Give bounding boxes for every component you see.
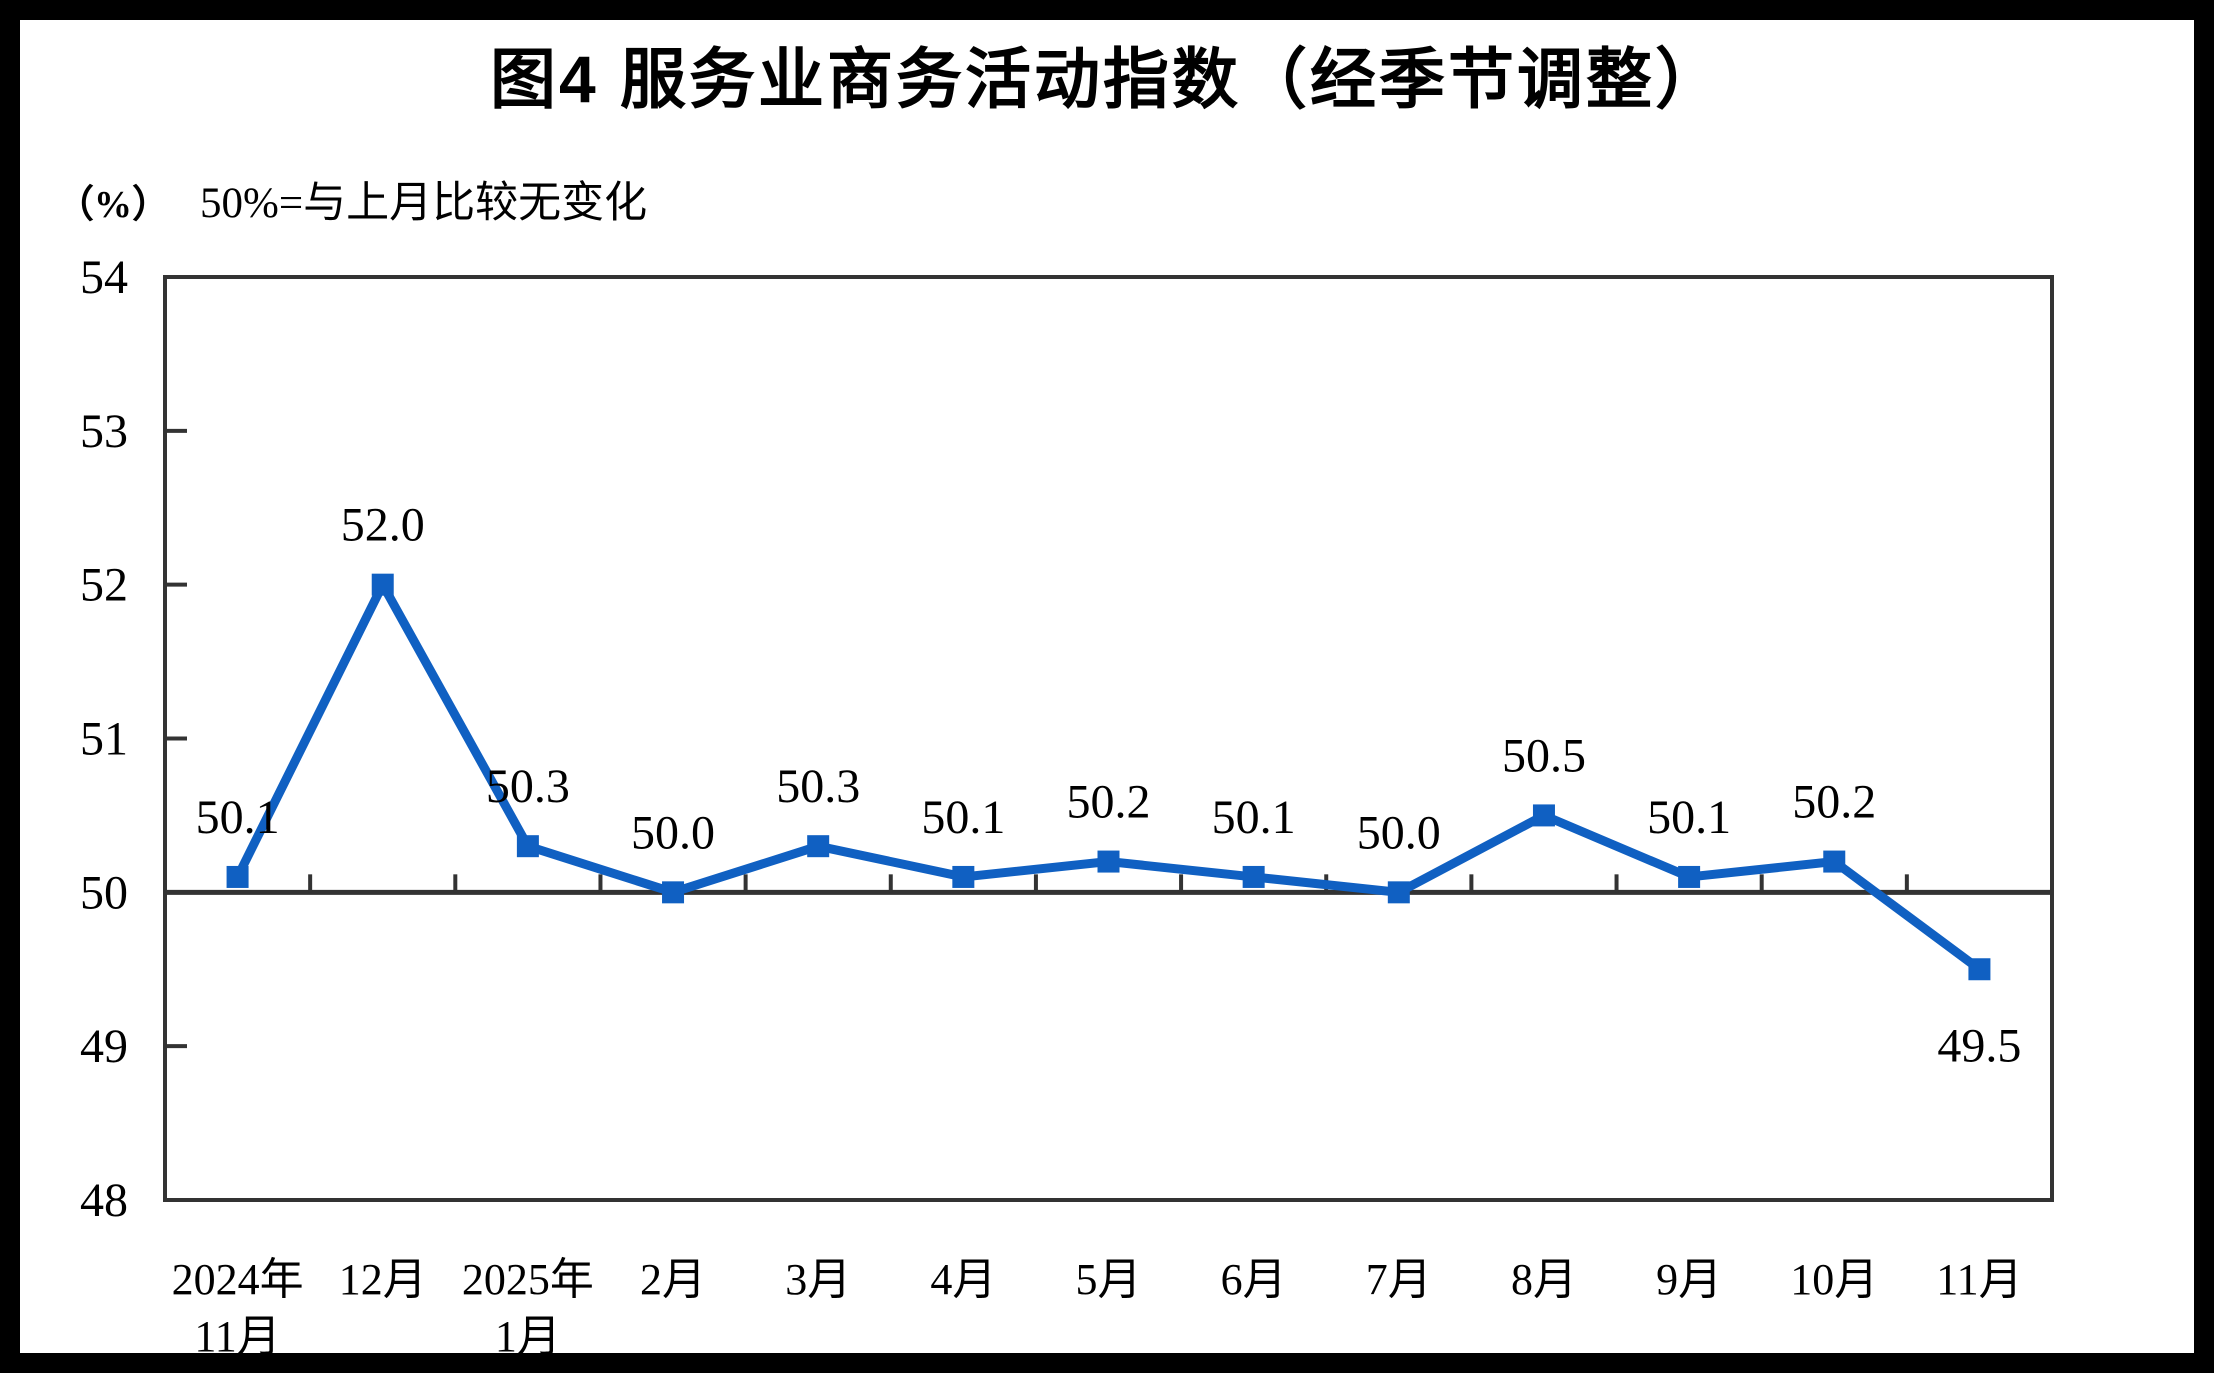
data-point-label: 50.1 [1647,791,1731,844]
data-point-label: 50.1 [921,791,1005,844]
data-point-marker [1678,865,1701,888]
x-tick-label: 1月 [495,1312,561,1361]
data-point-marker [371,573,394,596]
chart-title: 图4 服务业商务活动指数（经季节调整） [489,42,1725,116]
data-point-label: 50.1 [1212,791,1296,844]
data-point-label: 50.0 [1357,806,1441,859]
x-tick-label: 7月 [1366,1255,1432,1304]
data-point-marker [1097,850,1120,873]
x-tick-label: 2月 [640,1255,706,1304]
data-point-label: 52.0 [341,499,425,552]
data-point-marker [1532,804,1555,827]
x-tick-label: 5月 [1076,1255,1142,1304]
y-tick-label: 52 [80,559,128,612]
x-tick-label: 8月 [1511,1255,1577,1304]
data-point-label: 50.3 [776,760,860,813]
x-tick-label: 3月 [785,1255,851,1304]
x-tick-label: 4月 [930,1255,996,1304]
data-point-label: 50.3 [486,760,570,813]
x-tick-label: 2025年 [462,1255,594,1304]
x-tick-label: 11月 [1936,1255,2022,1304]
x-tick-label: 12月 [339,1255,427,1304]
data-point-marker [952,865,975,888]
y-tick-label: 53 [80,405,128,458]
reference-line-note: 50%=与上月比较无变化 [200,180,648,227]
x-tick-label: 6月 [1221,1255,1287,1304]
y-axis-unit-label: （%） [56,184,171,226]
data-point-label: 50.2 [1792,776,1876,829]
data-point-label: 50.0 [631,806,715,859]
y-tick-label: 49 [80,1020,128,1073]
x-tick-label: 2024年 [172,1255,304,1304]
data-point-marker [1823,850,1846,873]
data-point-marker [516,835,539,858]
data-point-label: 50.5 [1502,729,1586,782]
data-point-label: 50.1 [196,791,280,844]
data-point-marker [662,881,685,904]
y-tick-label: 51 [80,713,128,766]
plot-frame [163,275,2054,1202]
data-point-marker [226,865,249,888]
y-tick-label: 50 [80,866,128,919]
data-point-marker [1387,881,1410,904]
data-point-marker [807,835,830,858]
data-point-marker [1242,865,1265,888]
x-tick-label: 11月 [194,1312,280,1361]
data-point-label: 49.5 [1937,1019,2021,1072]
x-tick-label: 10月 [1790,1255,1878,1304]
x-tick-label: 9月 [1656,1255,1722,1304]
chart-subtitle: （%） 50%=与上月比较无变化 [56,168,647,230]
y-tick-label: 48 [80,1174,128,1227]
data-point-marker [1968,958,1991,981]
data-point-label: 50.2 [1067,776,1151,829]
y-tick-label: 54 [80,251,128,304]
